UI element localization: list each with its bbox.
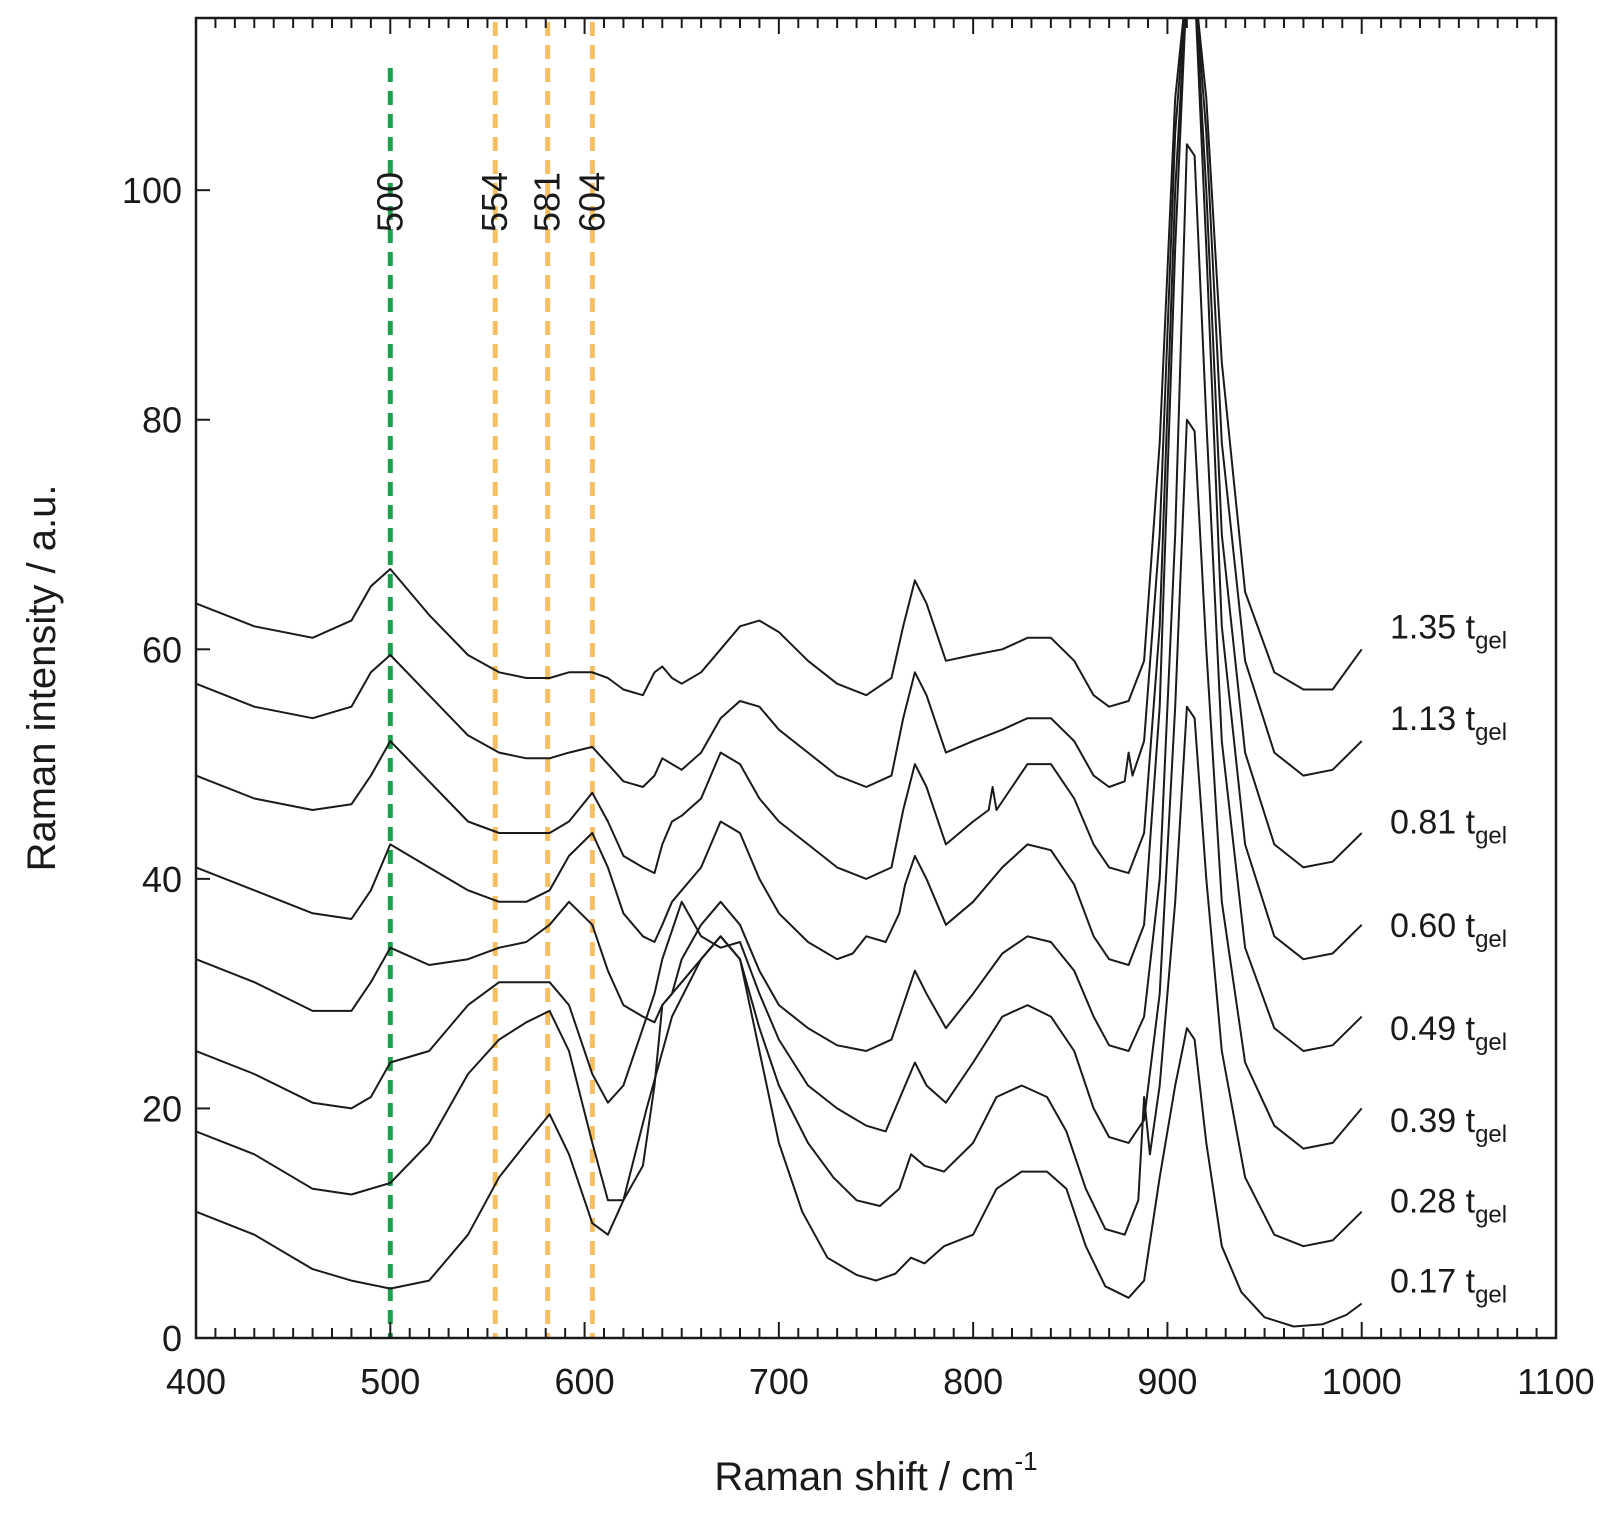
x-tick-label: 900 (1137, 1361, 1197, 1402)
series-label: 1.13 tgel (1390, 700, 1507, 746)
reference-lines (387, 22, 595, 1338)
spectrum-traces (196, 18, 1363, 1328)
y-tick-label: 20 (142, 1088, 182, 1129)
series-label: 0.39 tgel (1390, 1102, 1507, 1148)
y-tick-label: 40 (142, 859, 182, 900)
reference-line-labels: 500 554 581 604 (369, 172, 612, 232)
reference-line-label: 500 (369, 172, 410, 232)
spectrum-trace (196, 143, 1363, 1052)
spectrum-trace (196, 18, 1363, 708)
y-tick-label: 100 (122, 170, 182, 211)
spectrum-trace (196, 935, 1363, 1328)
reference-line-label: 554 (474, 172, 515, 232)
y-tick-label: 80 (142, 400, 182, 441)
spectrum-trace (196, 18, 1363, 966)
y-axis-title: Raman intensity / a.u. (20, 485, 64, 872)
series-label: 0.60 tgel (1390, 907, 1507, 953)
series-label: 0.81 tgel (1390, 803, 1507, 849)
x-tick-label: 800 (943, 1361, 1003, 1402)
tick-labels: 400 500 600 700 800 900 1000 1100 0 20 40 60 80 100 (122, 170, 1595, 1402)
spectrum-trace (196, 705, 1363, 1248)
reference-line-label: 581 (527, 172, 568, 232)
reference-line-label: 604 (571, 172, 612, 232)
series-label: 0.17 tgel (1390, 1263, 1507, 1309)
series-label: 0.49 tgel (1390, 1010, 1507, 1056)
x-tick-label: 400 (166, 1361, 226, 1402)
y-tick-label: 60 (142, 629, 182, 670)
x-tick-label: 700 (749, 1361, 809, 1402)
x-axis-title: Raman shift / cm-1 (714, 1446, 1037, 1499)
x-tick-label: 1100 (1517, 1361, 1594, 1402)
series-label: 0.28 tgel (1390, 1182, 1507, 1228)
x-tick-label: 1000 (1322, 1361, 1402, 1402)
axis-ticks (195, 18, 1557, 1339)
spectrum-trace (196, 18, 1363, 788)
spectrum-trace (196, 18, 1363, 880)
series-label: 1.35 tgel (1390, 608, 1507, 654)
spectrum-trace (196, 418, 1363, 1150)
y-tick-label: 0 (162, 1318, 182, 1359)
series-labels: 0.17 tgel 0.28 tgel 0.39 tgel 0.49 tgel 0.60… (1390, 608, 1507, 1308)
x-tick-label: 500 (360, 1361, 420, 1402)
x-tick-label: 600 (555, 1361, 615, 1402)
